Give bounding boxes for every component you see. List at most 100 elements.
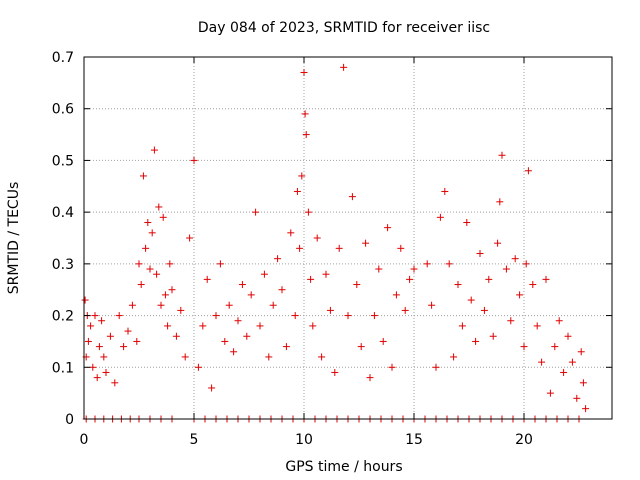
data-point [476,250,484,258]
data-point [406,275,414,283]
data-point [168,286,176,294]
y-tick-label: 0.5 [52,153,74,169]
x-axis-label: GPS time / hours [285,459,402,475]
x-tick-label: 0 [80,432,89,448]
data-point [564,332,572,340]
data-point [159,213,167,221]
data-points [81,63,590,423]
data-point [538,358,546,366]
data-point [181,353,189,361]
data-point [331,368,339,376]
data-point [135,260,143,268]
data-point [401,306,409,314]
data-point [256,322,264,330]
data-point [161,291,169,299]
data-point [124,327,132,335]
data-point [115,312,123,320]
data-point [489,332,497,340]
data-point [410,265,418,273]
data-point [384,224,392,232]
data-point [467,296,475,304]
data-point [230,348,238,356]
data-point [480,306,488,314]
data-point [560,368,568,376]
data-point [423,260,431,268]
data-point [502,265,510,273]
data-point [89,363,97,371]
data-point [102,368,110,376]
data-point [428,301,436,309]
data-point [307,275,315,283]
data-point [546,389,554,397]
data-point [577,348,585,356]
data-point [542,275,550,283]
data-point [301,110,309,118]
data-point [287,229,295,237]
data-point [516,291,524,299]
data-point [157,301,165,309]
data-point [326,306,334,314]
data-point [340,63,348,71]
data-point [128,301,136,309]
data-point [318,353,326,361]
data-point [252,208,260,216]
data-point [362,239,370,247]
data-point [260,270,268,278]
data-point [304,208,312,216]
data-point [81,296,89,304]
data-point [472,337,480,345]
data-point [353,281,361,289]
data-point [243,332,251,340]
data-point [212,312,220,320]
data-point [148,229,156,237]
y-tick-label: 0 [65,412,74,428]
data-point [445,260,453,268]
data-point [190,156,198,164]
data-point [520,343,528,351]
data-point [568,358,576,366]
data-point [278,286,286,294]
x-tick-label: 20 [515,432,533,448]
data-point [388,363,396,371]
data-point [225,301,233,309]
y-tick-label: 0.3 [52,257,74,273]
data-point [98,317,106,325]
data-point [463,218,471,226]
data-point [432,363,440,371]
data-point [441,187,449,195]
data-point [153,270,161,278]
data-point [529,281,537,289]
y-tick-label: 0.6 [52,102,74,118]
data-point [91,312,99,320]
data-point [344,312,352,320]
data-point [164,322,172,330]
data-point [348,193,356,201]
data-point [137,281,145,289]
data-point [533,322,541,330]
data-point [274,255,282,263]
data-point [87,322,95,330]
data-point [194,363,202,371]
axis-ticks: 0 5 10 15 20 0 0.1 0.2 0.3 0.4 0.5 0.6 0.7 [52,50,612,448]
data-point [106,332,114,340]
data-point [555,317,563,325]
data-point [298,172,306,180]
data-point [142,244,150,252]
data-point [247,291,255,299]
data-point [177,306,185,314]
data-point [309,322,317,330]
data-point [313,234,321,242]
data-point [120,343,128,351]
data-point [322,270,330,278]
grid-lines [84,57,612,419]
data-point [203,275,211,283]
data-point [155,203,163,211]
data-point [208,384,216,392]
data-point [269,301,277,309]
y-axis-label: SRMTID / TECUs [6,182,22,295]
data-point [144,218,152,226]
x-tick-label: 10 [295,432,313,448]
data-point [238,281,246,289]
data-point [357,343,365,351]
